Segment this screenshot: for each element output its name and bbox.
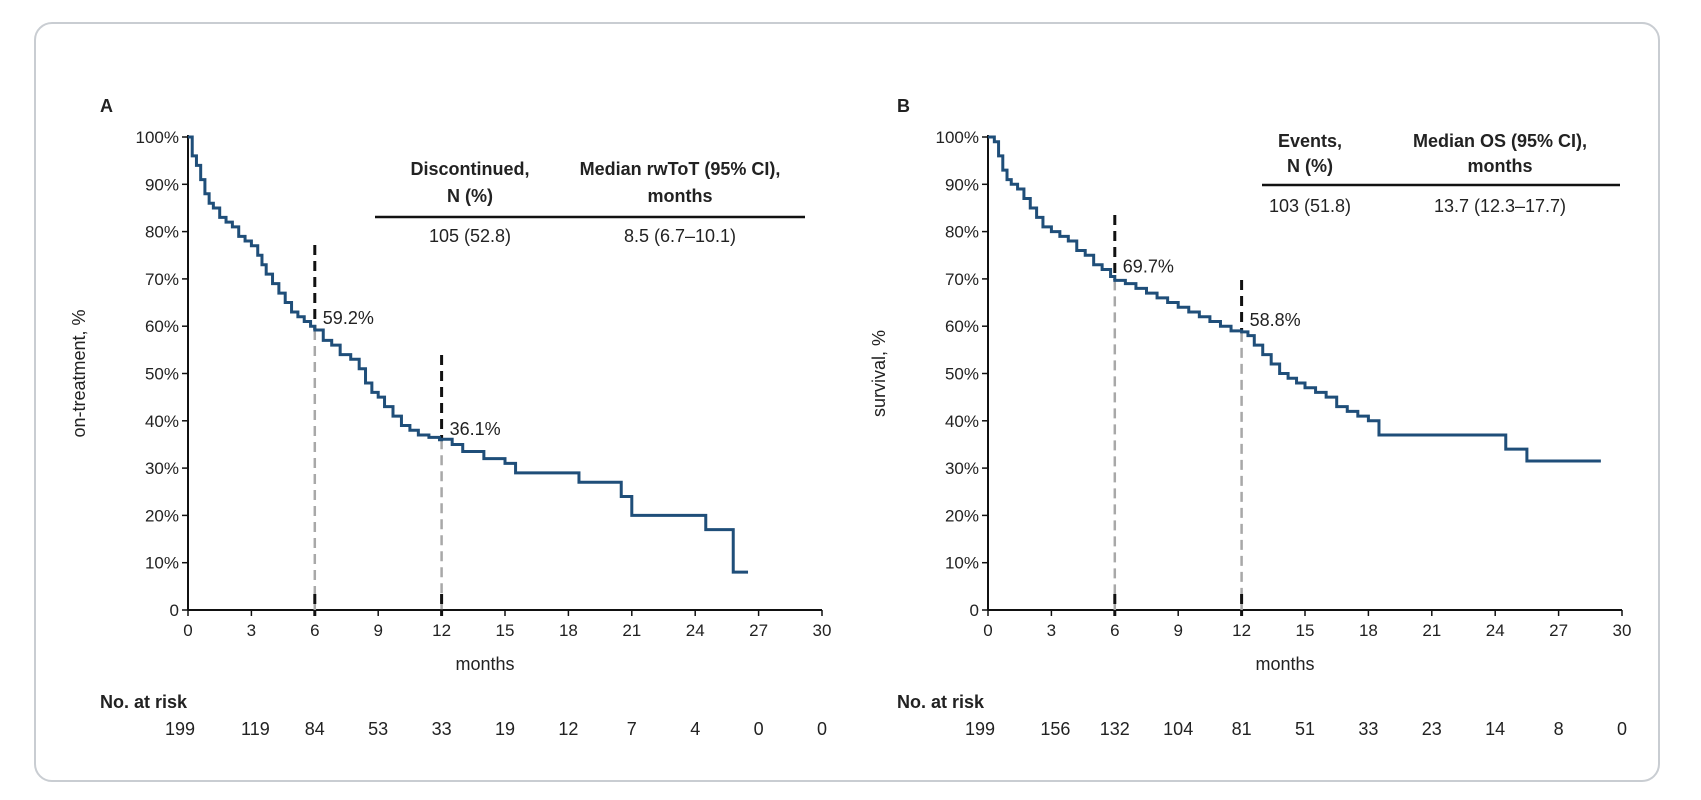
at-risk-value: 53 [368,719,388,739]
y-tick-label: 0 [970,601,979,620]
at-risk-value: 33 [1358,719,1378,739]
panel-label: A [100,96,113,116]
at-risk-value: 199 [165,719,195,739]
y-tick-label: 50% [945,365,979,384]
survival-curve [188,135,749,574]
y-axis-title: on-treatment, % [69,309,89,437]
y-tick-label: 40% [945,412,979,431]
y-tick-label: 60% [145,317,179,336]
y-tick-label: 30% [145,459,179,478]
table-header: Events, [1278,131,1342,151]
x-tick-label: 21 [622,621,641,640]
at-risk-value: 4 [690,719,700,739]
at-risk-value: 14 [1485,719,1505,739]
y-tick-label: 50% [145,365,179,384]
y-axis-title: survival, % [869,330,889,417]
at-risk-value: 51 [1295,719,1315,739]
x-tick-label: 30 [1613,621,1632,640]
x-tick-label: 21 [1422,621,1441,640]
x-tick-label: 0 [183,621,192,640]
figure-frame [34,22,1660,782]
y-tick-label: 90% [945,175,979,194]
panel-a: A 0 10% 20% 30% 40% 50% 60% 70% 80% 90% 100% 0 3 6 9 12 1… [69,96,831,739]
x-tick-label: 3 [247,621,256,640]
panel-label: B [897,96,910,116]
x-axis-title: months [455,654,514,674]
at-risk-value: 84 [305,719,325,739]
table-value: 13.7 (12.3–17.7) [1434,196,1566,216]
panel-b: B 0 10% 20% 30% 40% 50% 60% 70% 80% 90% 100% 0 3 6 9 12 1… [869,96,1631,739]
x-tick-label: 27 [1549,621,1568,640]
at-risk-value: 0 [754,719,764,739]
at-risk-value: 132 [1100,719,1130,739]
x-tick-label: 27 [749,621,768,640]
y-tick-label: 10% [945,554,979,573]
y-tick-label: 40% [145,412,179,431]
at-risk-value: 156 [1040,719,1070,739]
at-risk-value: 12 [558,719,578,739]
x-tick-label: 18 [559,621,578,640]
at-risk-value: 23 [1422,719,1442,739]
survival-curve [988,135,1601,463]
y-tick-label: 80% [945,223,979,242]
y-tick-label: 20% [945,506,979,525]
x-tick-label: 3 [1047,621,1056,640]
annotation-label: 36.1% [450,419,501,439]
table-header: months [1468,156,1533,176]
table-header: N (%) [447,186,493,206]
x-tick-label: 6 [310,621,319,640]
at-risk-value: 119 [241,719,270,739]
table-header: Median rwToT (95% CI), [580,159,781,179]
at-risk-value: 104 [1163,719,1193,739]
x-tick-label: 9 [373,621,382,640]
table-header: N (%) [1287,156,1333,176]
x-tick-label: 6 [1110,621,1119,640]
table-value: 8.5 (6.7–10.1) [624,226,736,246]
at-risk-value: 0 [817,719,827,739]
x-tick-label: 9 [1173,621,1182,640]
x-tick-label: 15 [496,621,515,640]
at-risk-value: 8 [1554,719,1564,739]
x-tick-label: 24 [686,621,705,640]
y-tick-label: 60% [945,317,979,336]
x-tick-label: 24 [1486,621,1505,640]
y-tick-label: 0 [170,601,179,620]
at-risk-value: 19 [495,719,515,739]
x-tick-label: 12 [432,621,451,640]
y-tick-label: 90% [145,175,179,194]
annotation-label: 59.2% [323,308,374,328]
y-tick-label: 30% [945,459,979,478]
x-tick-label: 18 [1359,621,1378,640]
at-risk-value: 199 [965,719,995,739]
y-tick-label: 20% [145,506,179,525]
table-header: Median OS (95% CI), [1413,131,1587,151]
at-risk-label: No. at risk [100,692,188,712]
x-tick-label: 12 [1232,621,1251,640]
x-tick-label: 0 [983,621,992,640]
annotation-label: 69.7% [1123,256,1174,276]
table-header: months [648,186,713,206]
table-header: Discontinued, [410,159,529,179]
at-risk-value: 7 [627,719,637,739]
at-risk-value: 33 [432,719,452,739]
y-tick-label: 100% [936,128,979,147]
at-risk-label: No. at risk [897,692,985,712]
y-tick-label: 80% [145,223,179,242]
x-tick-label: 15 [1296,621,1315,640]
annotation-label: 58.8% [1250,310,1301,330]
table-value: 103 (51.8) [1269,196,1351,216]
table-value: 105 (52.8) [429,226,511,246]
y-tick-label: 70% [945,270,979,289]
x-tick-label: 30 [813,621,832,640]
y-tick-label: 10% [145,554,179,573]
x-axis-title: months [1255,654,1314,674]
at-risk-value: 0 [1617,719,1627,739]
at-risk-value: 81 [1232,719,1252,739]
y-tick-label: 70% [145,270,179,289]
y-tick-label: 100% [136,128,179,147]
